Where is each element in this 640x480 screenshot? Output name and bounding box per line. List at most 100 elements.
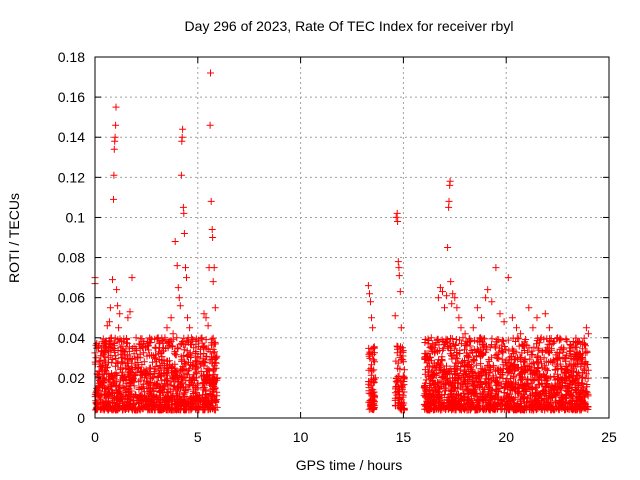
data-point xyxy=(173,334,181,342)
data-point xyxy=(513,324,520,332)
data-point xyxy=(447,278,455,286)
data-point xyxy=(568,406,576,414)
data-point xyxy=(124,370,132,378)
data-point xyxy=(498,395,506,403)
data-point xyxy=(123,339,131,347)
data-point xyxy=(533,367,541,375)
data-point xyxy=(511,360,519,368)
data-point xyxy=(156,338,164,346)
y-tick-label: 0.14 xyxy=(58,129,85,145)
data-point xyxy=(368,314,375,322)
data-point xyxy=(210,386,218,394)
y-tick-label: 0.1 xyxy=(66,209,86,225)
data-point xyxy=(545,324,553,332)
data-point xyxy=(452,336,460,343)
data-point xyxy=(533,368,541,376)
data-point xyxy=(439,346,447,354)
data-point xyxy=(569,377,577,385)
data-point xyxy=(399,393,407,401)
x-tick-label: 25 xyxy=(601,429,617,445)
y-axis-ticks: 0 0.02 0.04 0.06 0.08 0.1 0.12 0.14 0.16 0.18 xyxy=(58,49,609,426)
data-point xyxy=(201,359,209,367)
data-point xyxy=(478,314,485,322)
data-point xyxy=(465,338,473,346)
data-point xyxy=(209,367,217,375)
data-point xyxy=(509,347,517,355)
data-point xyxy=(437,360,444,368)
data-point xyxy=(151,335,159,343)
data-point xyxy=(485,368,493,376)
data-point xyxy=(208,355,216,363)
data-point xyxy=(121,348,128,356)
data-point xyxy=(159,337,167,345)
data-point xyxy=(453,391,461,399)
data-point xyxy=(97,363,105,371)
data-point xyxy=(211,362,219,370)
data-point xyxy=(542,383,550,391)
data-point xyxy=(477,352,485,360)
data-point xyxy=(138,335,146,343)
data-point xyxy=(497,380,505,388)
data-point xyxy=(471,378,479,386)
data-point xyxy=(140,358,148,366)
data-point xyxy=(484,286,492,294)
data-point xyxy=(427,343,435,351)
data-point xyxy=(197,397,205,405)
data-point xyxy=(496,310,504,318)
data-point xyxy=(168,343,176,350)
data-point xyxy=(105,348,113,356)
data-point xyxy=(521,356,529,364)
data-point xyxy=(436,284,444,292)
data-point xyxy=(556,360,564,368)
data-point xyxy=(94,382,102,390)
data-point xyxy=(575,386,583,394)
data-point xyxy=(399,358,407,366)
data-point xyxy=(434,294,442,302)
data-point xyxy=(529,359,537,367)
data-point xyxy=(174,284,182,292)
data-point xyxy=(460,378,468,386)
data-point xyxy=(395,264,403,272)
data-point xyxy=(467,387,475,395)
data-point xyxy=(125,355,133,362)
x-axis-label: GPS time / hours xyxy=(296,457,403,473)
data-point xyxy=(524,348,532,356)
data-point xyxy=(207,392,215,400)
data-point xyxy=(177,380,185,388)
data-point xyxy=(504,403,512,411)
data-point xyxy=(106,304,114,312)
data-point xyxy=(473,304,481,312)
data-point xyxy=(463,369,470,377)
data-point xyxy=(545,394,553,402)
data-point xyxy=(110,340,118,348)
data-point xyxy=(119,392,127,400)
data-point xyxy=(497,367,505,375)
data-point xyxy=(393,209,401,217)
x-tick-label: 10 xyxy=(293,429,309,445)
data-point xyxy=(450,379,458,387)
data-point xyxy=(128,355,136,363)
data-point xyxy=(508,314,516,322)
data-point xyxy=(512,348,520,356)
data-point xyxy=(194,379,202,387)
data-point xyxy=(178,340,185,348)
data-point xyxy=(395,372,403,380)
data-point xyxy=(149,374,157,382)
data-point xyxy=(540,354,548,362)
data-point xyxy=(207,197,215,205)
data-point xyxy=(457,324,465,332)
data-point xyxy=(536,373,544,381)
data-point xyxy=(147,387,155,395)
data-point xyxy=(542,372,550,380)
data-point xyxy=(533,340,540,348)
data-point xyxy=(165,338,173,346)
data-point xyxy=(135,340,143,348)
data-point xyxy=(366,290,373,298)
data-point xyxy=(517,357,525,365)
data-point xyxy=(113,402,120,409)
data-point xyxy=(212,354,220,362)
data-point xyxy=(495,399,503,407)
data-point xyxy=(161,334,169,342)
data-point xyxy=(173,262,181,270)
